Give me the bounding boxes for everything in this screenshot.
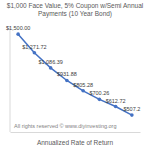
data-label: $931.88 [57, 71, 77, 77]
data-label: $1,086.39 [38, 59, 62, 65]
annotation: All rights reserved © www.diyinvesting.o… [14, 123, 116, 129]
series [16, 32, 133, 117]
x-axis-title: Annualized Rate of Return [37, 139, 114, 146]
data-label: $612.72 [106, 98, 126, 104]
marker [33, 51, 37, 55]
data-label: $805.28 [73, 82, 93, 88]
marker [81, 89, 85, 93]
x-axis-line [11, 132, 141, 133]
marker [65, 79, 69, 83]
title: $1,000 Face Value, 5% Coupon w/Semi Annu… [7, 2, 144, 18]
marker [49, 66, 53, 70]
marker [114, 105, 118, 109]
y-axis-line [10, 26, 11, 132]
line [18, 34, 132, 115]
data-label: $1,271.72 [22, 44, 46, 50]
title-line: $1,000 Face Value, 5% Coupon w/Semi Annu… [7, 2, 144, 10]
marker [130, 113, 134, 117]
data-label: $1,500.00 [6, 25, 30, 31]
data-label: $700.26 [89, 90, 109, 96]
marker [98, 98, 102, 102]
title-line: Payments (10 Year Bond) [38, 10, 112, 18]
plot: $1,500.00 $1,271.72 $1,086.39 $931.88 $805.2… [6, 25, 141, 132]
marker [16, 32, 20, 36]
data-label: $507.2 [123, 106, 140, 112]
x-axis [11, 132, 141, 133]
chart: $1,000 Face Value, 5% Coupon w/Semi Annu… [0, 0, 150, 150]
